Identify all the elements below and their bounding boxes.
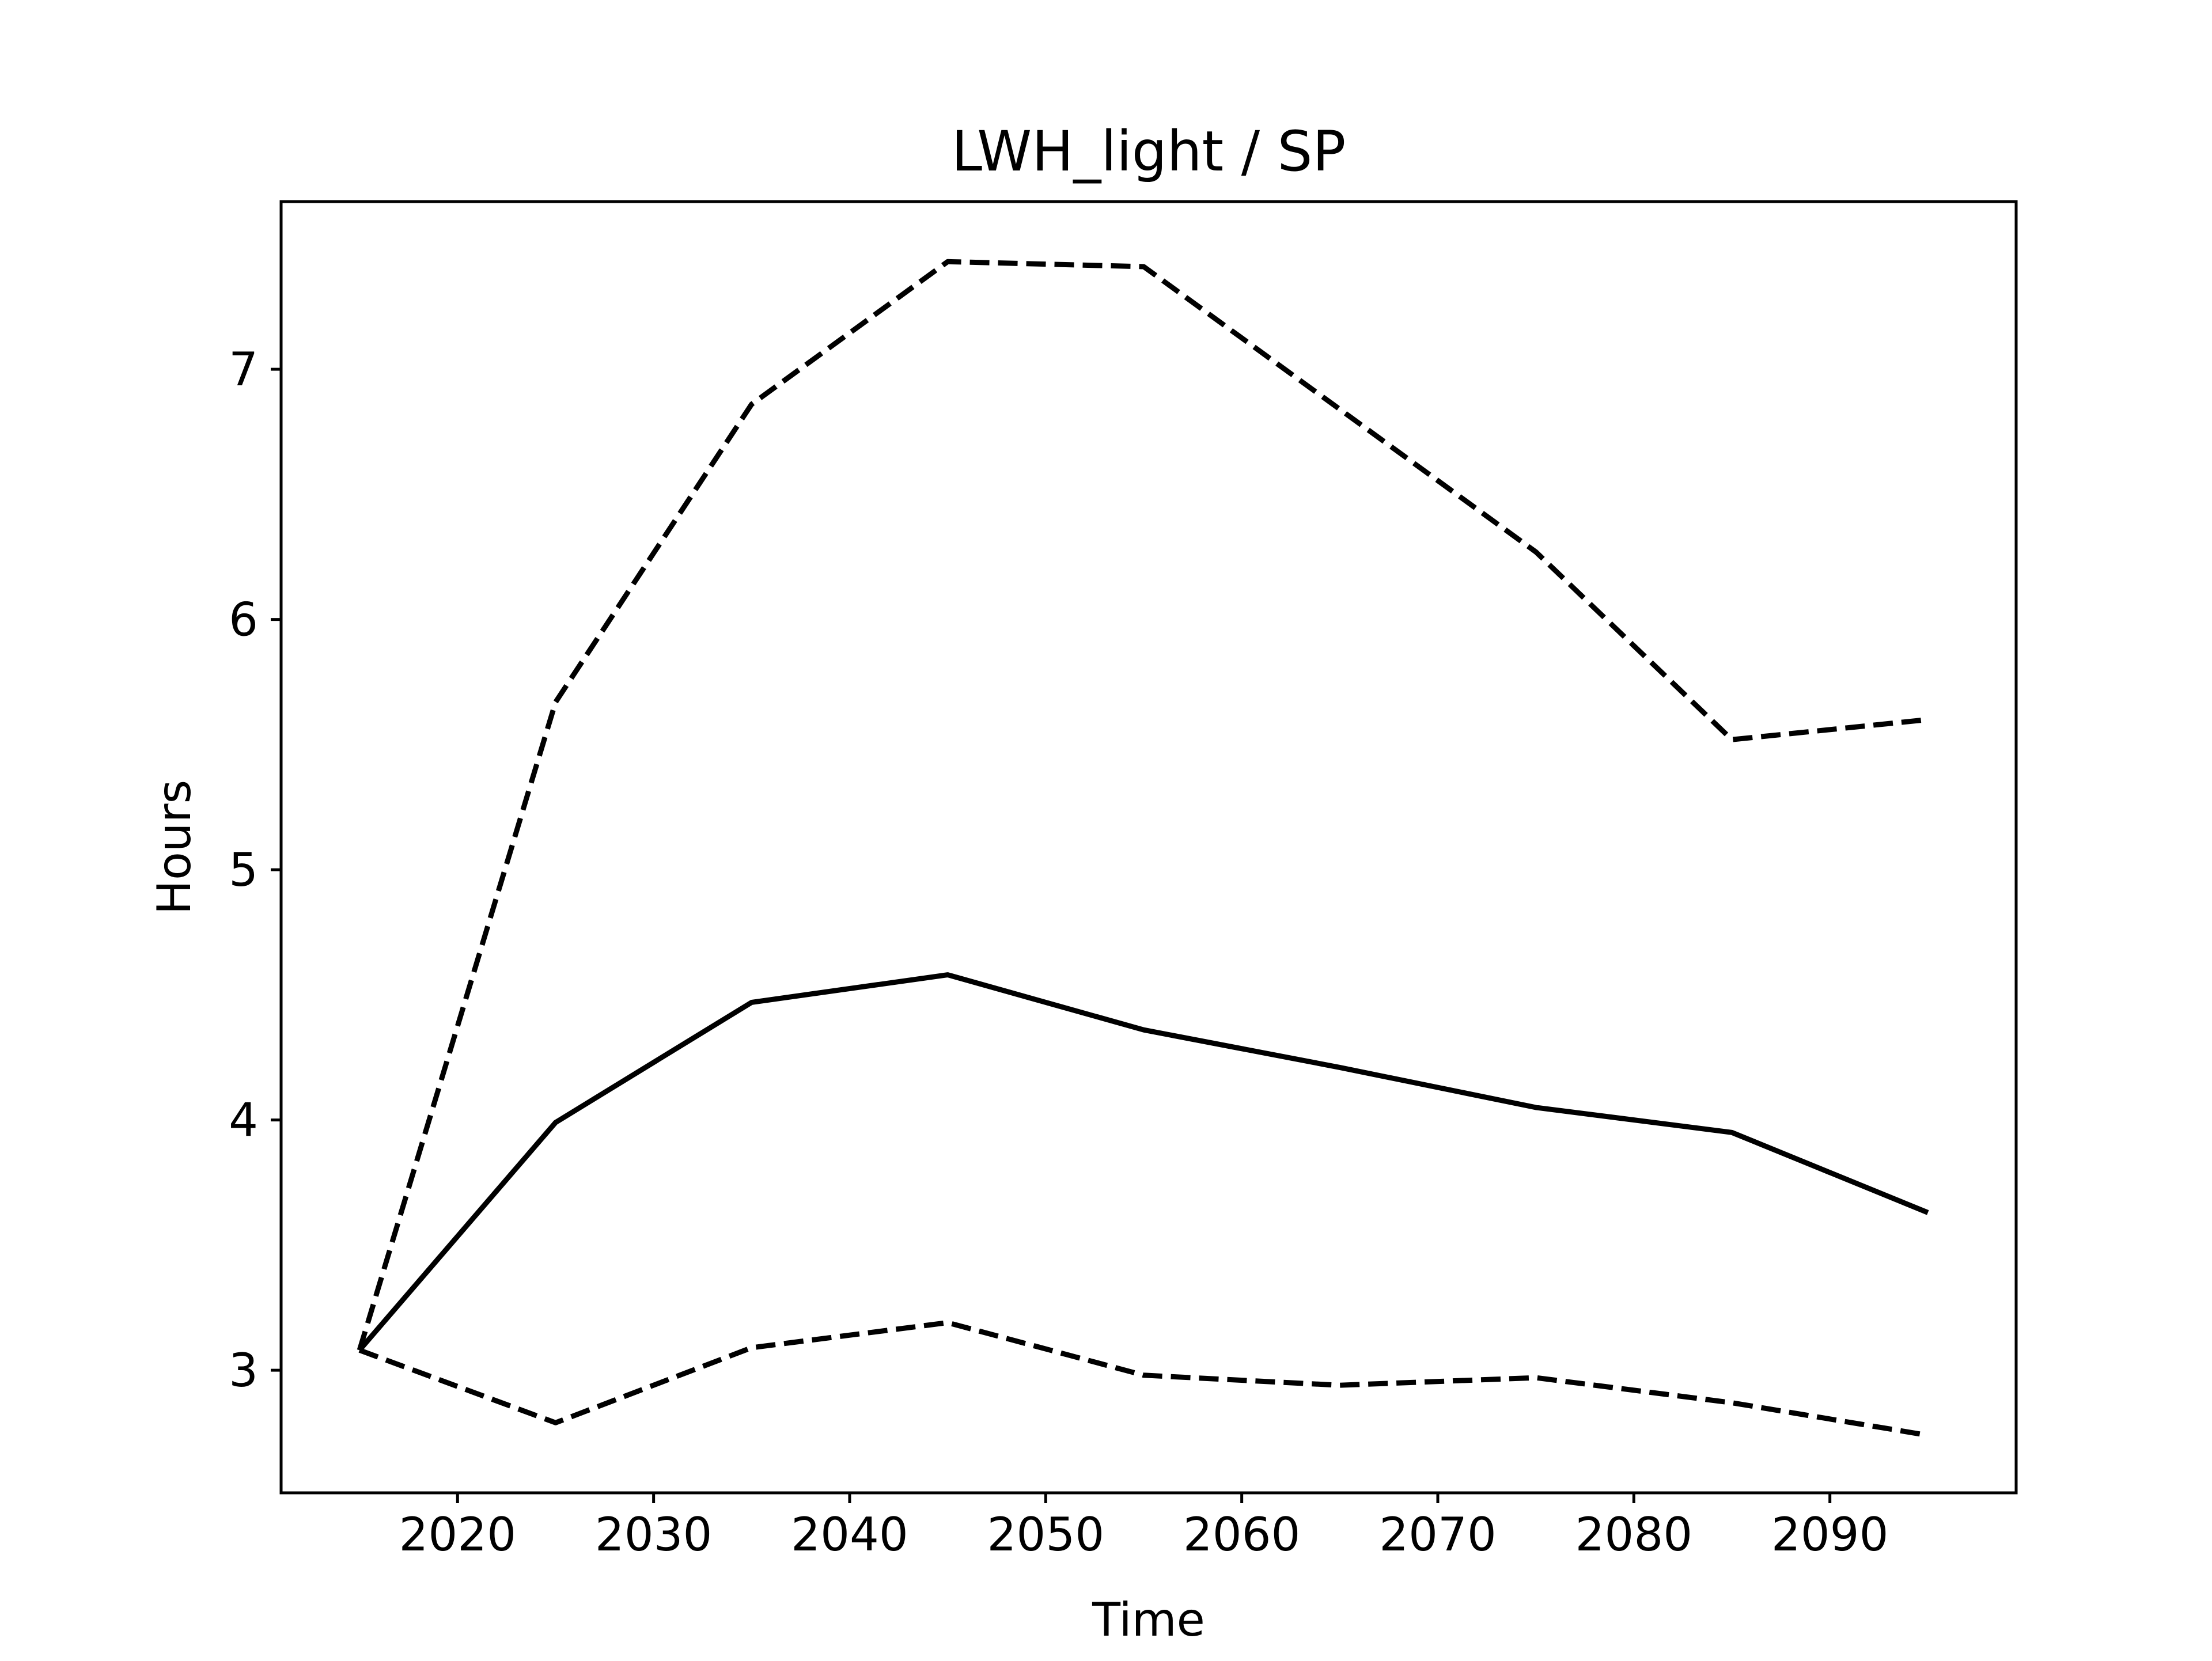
y-tick-label: 6 xyxy=(229,593,258,647)
x-tick-label: 2060 xyxy=(1183,1508,1301,1561)
series-line-3-dashed xyxy=(358,1320,1929,1438)
y-tick-label: 5 xyxy=(229,843,258,897)
plot-area-frame xyxy=(279,200,2018,1495)
x-axis-label: Time xyxy=(1092,1593,1205,1647)
y-tick-label: 4 xyxy=(229,1094,258,1147)
y-axis-ticks: 3 4 5 6 7 xyxy=(229,343,281,1397)
series-layer xyxy=(357,259,1929,1438)
x-tick-label: 2020 xyxy=(399,1508,517,1561)
x-tick-label: 2040 xyxy=(791,1508,908,1561)
series-line-1-solid xyxy=(357,972,1929,1352)
series-line-2-dashed xyxy=(357,259,1929,1351)
x-tick-label: 2070 xyxy=(1379,1508,1497,1561)
x-tick-label: 2030 xyxy=(595,1508,713,1561)
x-tick-label: 2090 xyxy=(1771,1508,1889,1561)
x-tick-label: 2050 xyxy=(987,1508,1105,1561)
x-axis-ticks: 2020 2030 2040 2050 2060 2070 2080 2090 xyxy=(399,1493,1889,1561)
chart-title: LWH_light / SP xyxy=(952,119,1346,184)
y-axis-label: Hours xyxy=(147,780,201,915)
y-tick-label: 3 xyxy=(229,1344,258,1397)
x-tick-label: 2080 xyxy=(1575,1508,1693,1561)
y-tick-label: 7 xyxy=(229,343,258,396)
